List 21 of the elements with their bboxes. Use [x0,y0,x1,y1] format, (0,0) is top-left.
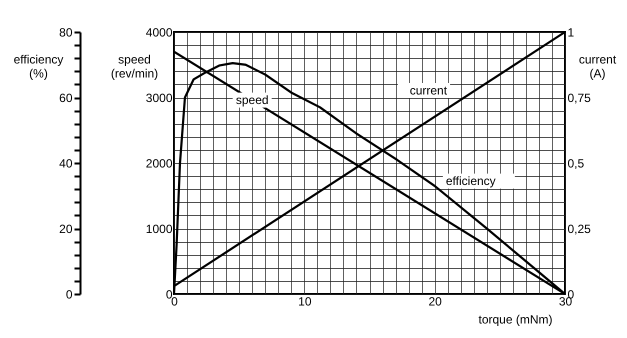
y3-tick-label: 60 [59,91,73,105]
y-tick-label: 2000 [146,156,173,170]
x-tick-label: 10 [298,294,312,308]
x-tick-label: 20 [428,294,442,308]
y3-axis-title: efficiency (%) [14,52,64,80]
y-tick-label: 4000 [146,26,173,40]
y-tick-label: 1000 [146,222,173,236]
y2-tick-label: 0,25 [568,222,592,236]
y-tick-label: 3000 [146,91,173,105]
y2-tick-label: 0,75 [568,91,592,105]
y3-tick-label: 20 [59,222,73,236]
y-axis-title: speed (rev/min) [110,52,158,80]
y3-tick-label: 80 [59,26,73,40]
y3-tick-label: 40 [59,156,73,170]
series-label: current [410,83,448,98]
y2-tick-label: 0,5 [568,156,585,170]
y2-axis-title: current (A) [578,52,617,80]
series-label: efficiency [446,174,496,188]
y2-tick-label: 1 [568,26,574,40]
x-axis-title: torque (mNm) [478,312,553,326]
series-label: speed [236,93,269,108]
